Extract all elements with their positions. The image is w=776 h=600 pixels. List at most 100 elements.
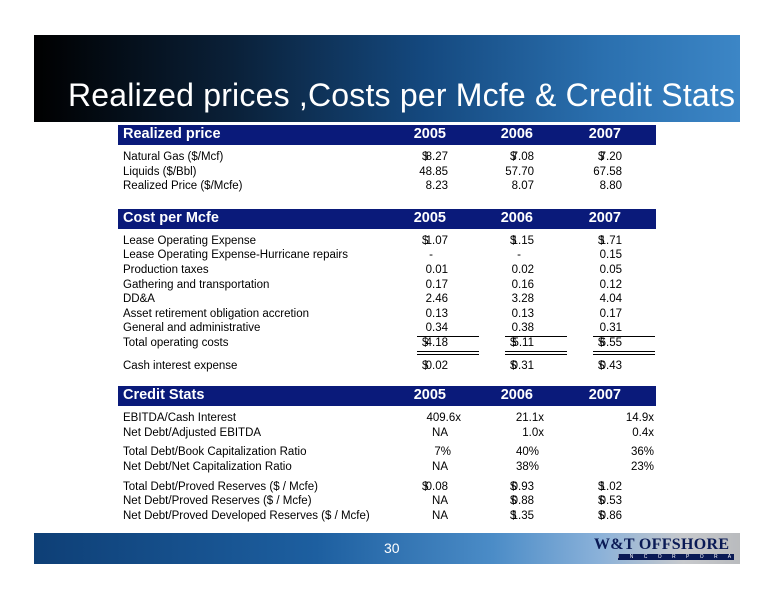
cell-2007: 0.12 <box>599 278 622 291</box>
cell-2007: 0.31 <box>599 322 622 335</box>
table-row: Natural Gas ($/Mcf) $ 8.27 $ 7.08 $ 7.20 <box>118 151 656 166</box>
cell-2007: 0.15 <box>599 249 622 262</box>
row-label: EBITDA/Cash Interest <box>123 412 237 425</box>
cell-2007: 0.86 <box>599 509 622 522</box>
currency-sign: $ <box>598 509 605 522</box>
currency-sign: $ <box>422 151 429 163</box>
cell-2006: 1.35 <box>511 509 534 522</box>
row-label: Realized Price ($/Mcfe) <box>123 180 243 193</box>
cell-2007: 1.71 <box>599 234 622 247</box>
row-label: Net Debt/Net Capitalization Ratio <box>123 460 292 473</box>
section-title: Realized price <box>123 126 221 142</box>
currency-sign: $ <box>598 336 605 349</box>
year-2005: 2005 <box>413 126 446 142</box>
row-label: Asset retirement obligation accretion <box>123 307 310 320</box>
table-row: Net Debt/Adjusted EBITDA NA 1.0x 0.4x <box>118 427 656 442</box>
cell-2006: 0.31 <box>511 359 534 372</box>
cell-2005: 0.08 <box>425 480 448 493</box>
cell-2005: 0.01 <box>425 263 448 276</box>
table-row: Net Debt/Proved Developed Reserves ($ / … <box>118 510 656 525</box>
table-row: Net Debt/Net Capitalization Ratio NA 38%… <box>118 461 656 476</box>
cell-2007: 1.02 <box>599 480 622 493</box>
cell-2006: 0.38 <box>511 322 534 335</box>
row-label: Total Debt/Proved Reserves ($ / Mcfe) <box>123 480 318 493</box>
cell-2007: 7.20 <box>599 151 622 163</box>
table-row: Lease Operating Expense $ 1.07 $ 1.15 $ … <box>118 235 656 250</box>
cell-2005: - <box>429 249 433 262</box>
cell-2007: 0.17 <box>599 307 622 320</box>
cell-2006: 5.11 <box>512 336 534 349</box>
cell-2007: 0.05 <box>599 263 622 276</box>
row-label: Net Debt/Proved Developed Reserves ($ / … <box>123 509 370 522</box>
cell-2006: 0.16 <box>511 278 534 291</box>
currency-sign: $ <box>598 359 605 372</box>
cell-2005: 4.18 <box>425 336 448 349</box>
table-row: DD&A 2.46 3.28 4.04 <box>118 293 656 308</box>
cell-2006: 8.07 <box>511 180 534 193</box>
row-label: Net Debt/Proved Reserves ($ / Mcfe) <box>123 495 312 508</box>
cell-2005: 409.6x <box>426 412 461 425</box>
currency-sign: $ <box>422 480 429 493</box>
currency-sign: $ <box>598 151 605 163</box>
underline <box>417 336 479 338</box>
table-row-total: Total operating costs $ 4.18 $ 5.11 $ 6.… <box>118 336 656 355</box>
cell-2005: 7% <box>434 446 451 459</box>
row-label: Lease Operating Expense <box>123 234 256 247</box>
row-label: Natural Gas ($/Mcf) <box>123 151 224 163</box>
slide-title: Realized prices ,Costs per Mcfe & Credit… <box>68 77 736 113</box>
cell-2005: 1.07 <box>425 234 448 247</box>
tables-area: Realized price 2005 2006 2007 Natural Ga… <box>118 125 656 524</box>
currency-sign: $ <box>598 480 605 493</box>
cell-2007: 0.4x <box>632 426 654 439</box>
currency-sign: $ <box>510 509 517 522</box>
cell-2006: 38% <box>515 460 539 473</box>
credit-stats-header: Credit Stats 2005 2006 2007 <box>118 386 656 407</box>
cell-2007: 8.80 <box>599 180 622 193</box>
row-label: Lease Operating Expense-Hurricane repair… <box>123 249 349 262</box>
cell-2006: 40% <box>515 446 539 459</box>
cell-2007: 4.04 <box>599 293 622 306</box>
currency-sign: $ <box>422 336 429 349</box>
table-row: Lease Operating Expense-Hurricane repair… <box>118 249 656 264</box>
row-label: Total Debt/Book Capitalization Ratio <box>123 446 307 459</box>
cell-2006: - <box>517 249 521 262</box>
company-logo: W&T OFFSHORE I N C O R P O R A T E D <box>594 536 734 562</box>
table-row: Gathering and transportation 0.17 0.16 0… <box>118 279 656 294</box>
section-title: Credit Stats <box>123 387 205 404</box>
cell-2005: NA <box>432 509 448 522</box>
underline <box>505 336 567 338</box>
cell-2007: 36% <box>630 446 654 459</box>
currency-sign: $ <box>510 151 517 163</box>
currency-sign: $ <box>422 234 429 247</box>
table-row: Realized Price ($/Mcfe) 8.23 8.07 8.80 <box>118 180 656 195</box>
underline <box>593 336 655 338</box>
cell-2005: NA <box>432 426 448 439</box>
realized-price-header: Realized price 2005 2006 2007 <box>118 125 656 145</box>
currency-sign: $ <box>598 495 605 508</box>
title-banner: Realized prices ,Costs per Mcfe & Credit… <box>34 35 740 122</box>
cell-2005: 0.13 <box>425 307 448 320</box>
cost-per-mcfe-header: Cost per Mcfe 2005 2006 2007 <box>118 208 656 229</box>
row-label: General and administrative <box>123 322 261 335</box>
cell-2006: 0.88 <box>511 495 534 508</box>
table-row: Net Debt/Proved Reserves ($ / Mcfe) NA $… <box>118 495 656 510</box>
table-row: EBITDA/Cash Interest 409.6x 21.1x 14.9x <box>118 412 656 427</box>
table-row: General and administrative 0.34 0.38 0.3… <box>118 322 656 338</box>
year-2005: 2005 <box>413 387 446 404</box>
cell-2006: 21.1x <box>515 412 544 425</box>
double-underline <box>417 350 479 355</box>
cell-2005: NA <box>432 460 448 473</box>
cell-2005: 0.34 <box>425 322 448 335</box>
cell-2006: 1.15 <box>511 234 534 247</box>
cell-2006: 0.93 <box>511 480 534 493</box>
currency-sign: $ <box>510 336 517 349</box>
table-row: Total Debt/Proved Reserves ($ / Mcfe) $ … <box>118 481 656 496</box>
row-label: Total operating costs <box>123 336 229 349</box>
row-label: Cash interest expense <box>123 359 238 372</box>
year-2007: 2007 <box>588 126 621 142</box>
double-underline <box>593 350 655 355</box>
cell-2007: 67.58 <box>593 165 622 178</box>
cell-2005: 0.17 <box>425 278 448 291</box>
cell-2005: 8.23 <box>425 180 448 193</box>
table-row: Liquids ($/Bbl) 48.85 57.70 67.58 <box>118 166 656 181</box>
